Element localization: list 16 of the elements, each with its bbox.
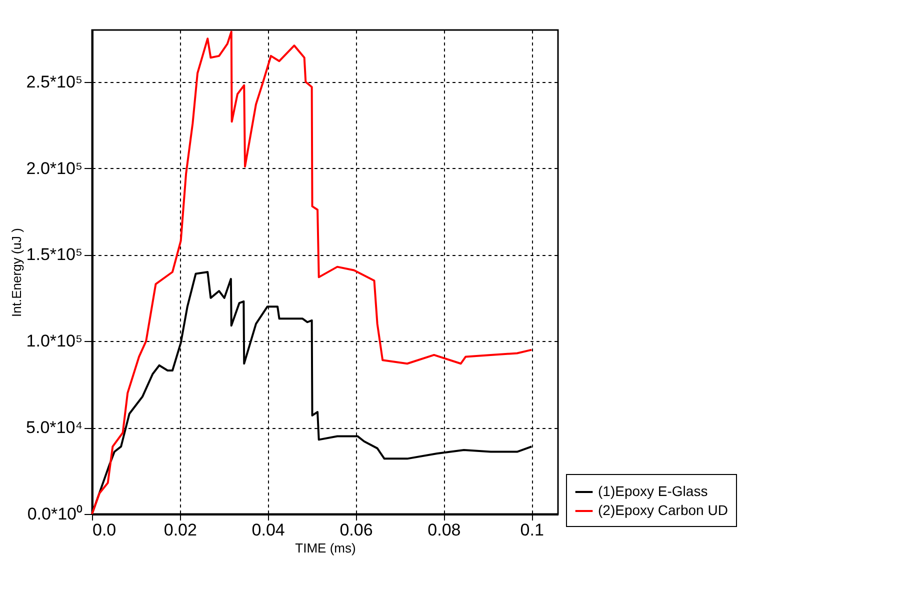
x-tick-label: 0.06 <box>340 520 373 540</box>
y-axis-title: Int.Energy (uJ ) <box>9 228 24 317</box>
x-tick-label: 0.08 <box>428 520 461 540</box>
y-tick-label: 1.0*10⁵ <box>26 332 82 351</box>
y-tick-label: 2.5*10⁵ <box>26 72 82 92</box>
x-tick-label: 0.02 <box>164 520 197 540</box>
x-tick-label: 0.04 <box>252 520 285 540</box>
y-tick-label: 1.5*10⁵ <box>26 245 82 264</box>
legend-label: (2)Epoxy Carbon UD <box>598 502 728 518</box>
x-axis-title: TIME (ms) <box>295 540 356 556</box>
y-tick-label: 2.0*10⁵ <box>26 158 82 178</box>
legend-label: (1)Epoxy E-Glass <box>598 483 708 499</box>
x-tick-label: 0.1 <box>520 520 544 540</box>
y-tick-label: 5.0*10⁴ <box>26 418 82 438</box>
y-tick-label: 0.0*10⁰ <box>27 504 82 524</box>
x-tick-label: 0.0 <box>92 520 116 540</box>
